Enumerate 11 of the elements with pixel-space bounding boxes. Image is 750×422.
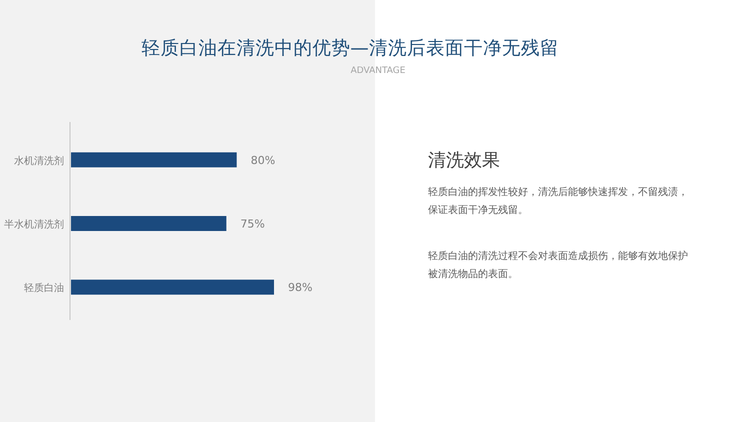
- text: ADVANTAGE: [350, 66, 406, 76]
- y-tick-label: 水机清洗剂: [14, 154, 64, 167]
- data-label: 80%: [250, 154, 276, 167]
- text: 轻质白油在清洗中的优势—清洗后表面干净无残留: [141, 38, 559, 59]
- text: 轻质白油的挥发性较好，清洗后能够快速挥发，不留残渍，保证表面干净无残留。: [428, 186, 688, 216]
- data-label: 75%: [240, 218, 265, 230]
- text: 轻质白油的清洗过程不会对表面造成损伤，能够有效地保护被清洗物品的表面。: [428, 250, 688, 280]
- text: 清洗效果: [428, 150, 500, 171]
- y-tick-label: 半水机清洗剂: [4, 218, 64, 230]
- y-tick-label: 轻质白油: [24, 282, 64, 294]
- data-label: 98%: [288, 281, 312, 294]
